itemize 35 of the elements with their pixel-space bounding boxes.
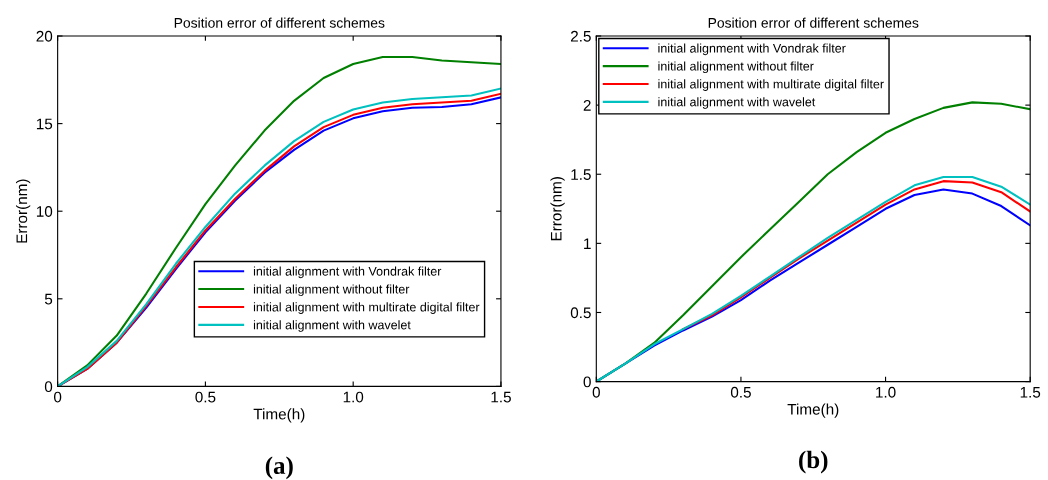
y-tick-label: 2.5 <box>570 30 591 42</box>
line-series <box>682 180 1031 331</box>
x-axis-title: Time(h) <box>253 408 305 423</box>
y-tick-label: 0 <box>583 376 591 388</box>
legend-label: initial alignment with Vondrak filter <box>658 43 846 56</box>
y-tick-label: 2 <box>583 99 591 111</box>
y-axis-title: Error(nm) <box>550 177 565 241</box>
y-tick-label: 1 <box>584 238 591 249</box>
x-tick-label: 1.5 <box>1020 387 1041 398</box>
legend-label: initial alignment without filter <box>253 284 410 297</box>
y-tick-label: 10 <box>36 206 53 217</box>
x-tick-label: 1.0 <box>343 391 364 403</box>
y-tick-label: 1.5 <box>571 169 591 180</box>
legend-label: initial alignment with multirate digital filter <box>658 79 884 91</box>
y-tick-label: 5 <box>44 293 53 305</box>
legend-label: initial alignment with Vondrak filter <box>253 266 442 279</box>
y-axis-title: Error(nm) <box>15 179 31 243</box>
x-axis-title: Time(h) <box>787 403 839 418</box>
y-tick-label: 0.5 <box>570 307 591 319</box>
legend-label: initial alignment with wavelet <box>658 97 816 109</box>
legend-label: initial alignment with multirate digital filter <box>253 302 480 314</box>
x-tick-label: 0.5 <box>195 391 216 403</box>
legend-label: initial alignment with wavelet <box>253 320 411 332</box>
chart-title: Position error of different schemes <box>708 17 919 28</box>
x-tick-label: 0.5 <box>730 386 751 398</box>
x-tick-label: 1.0 <box>876 386 896 398</box>
text: (b) <box>799 450 828 474</box>
chart-title: Position error of different schemes <box>174 17 385 28</box>
legend-label: initial alignment without filter <box>658 61 814 74</box>
x-tick-label: 0 <box>592 386 600 398</box>
y-tick-label: 15 <box>36 118 53 130</box>
x-tick-label: 1.5 <box>491 391 511 403</box>
x-tick-label: 0 <box>53 391 62 403</box>
y-tick-label: 20 <box>36 30 53 42</box>
text: (a) <box>265 456 293 480</box>
